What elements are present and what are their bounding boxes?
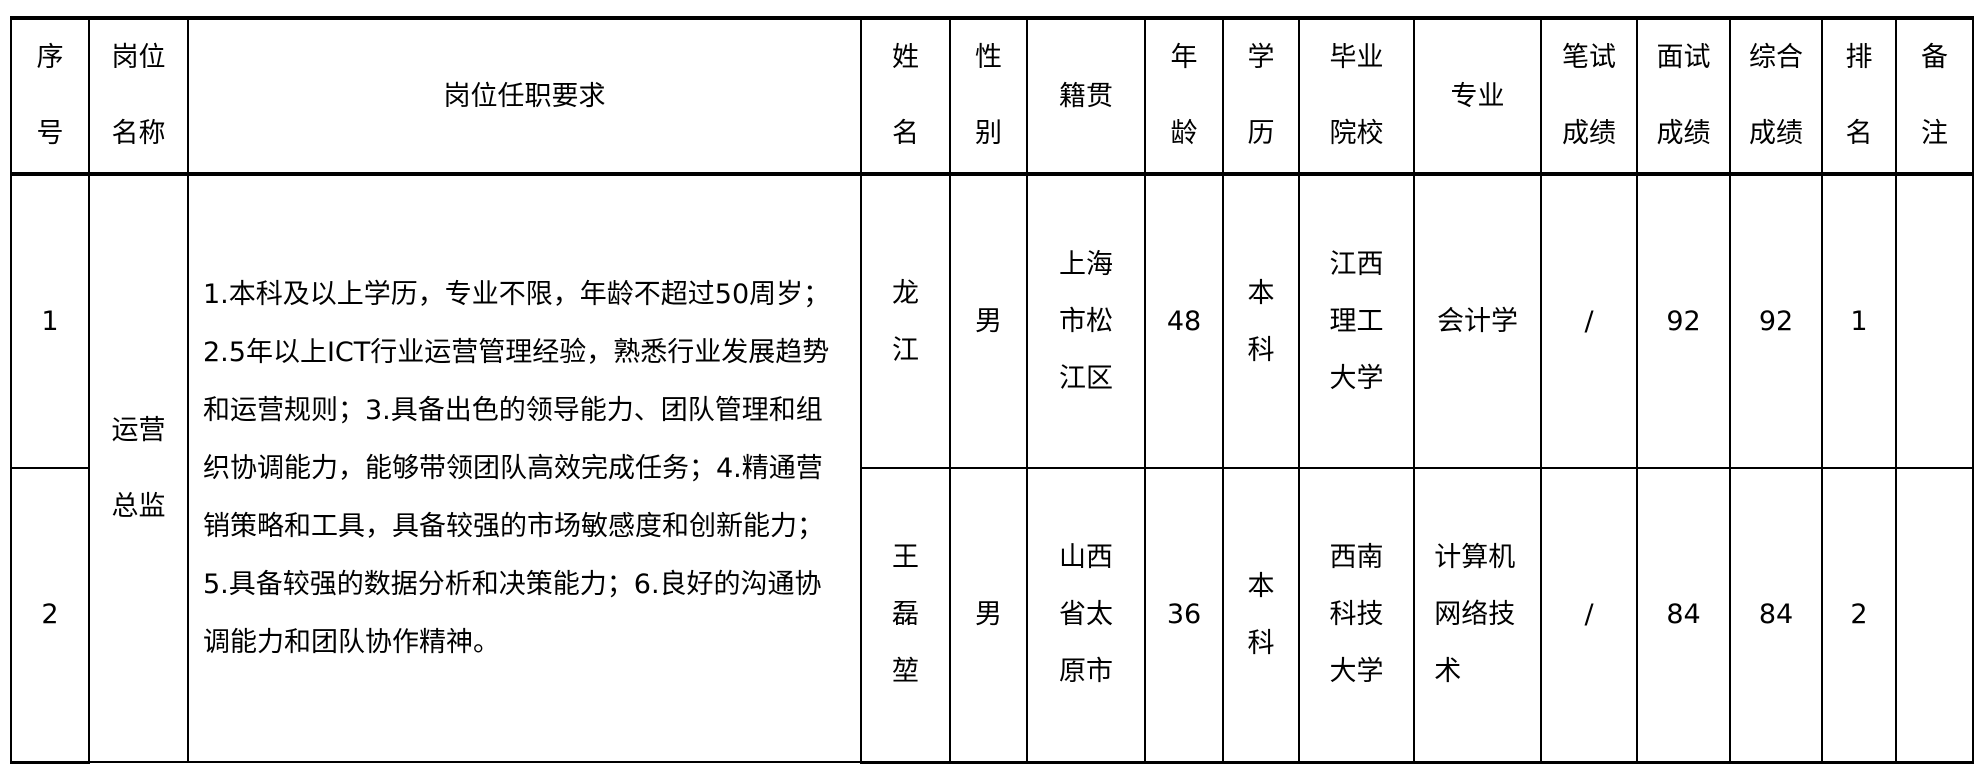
cell-total-score: 92 [1729, 173, 1823, 469]
cell-gender: 男 [949, 173, 1028, 469]
header-written-score: 笔试成绩 [1540, 16, 1638, 176]
header-origin: 籍贯 [1026, 16, 1146, 176]
cell-no: 1 [10, 173, 90, 469]
header-gender: 性别 [949, 16, 1028, 176]
cell-rank: 2 [1821, 467, 1897, 764]
cell-age: 48 [1144, 173, 1224, 469]
cell-interview-score: 84 [1636, 467, 1731, 764]
cell-origin: 山西省太原市 [1026, 467, 1146, 764]
candidate-table: 序号 岗位名称 岗位任职要求 姓名 性别 籍贯 年龄 学历 毕业院校 专业 笔试… [10, 16, 1974, 764]
cell-education: 本科 [1222, 173, 1300, 469]
cell-education: 本科 [1222, 467, 1300, 764]
cell-note [1895, 173, 1974, 469]
table-row: 2 王磊堃 男 山西省太原市 36 本科 西南科技大学 计算机网络技术 / 84… [10, 467, 1974, 764]
header-position: 岗位名称 [88, 16, 189, 176]
header-rank: 排名 [1821, 16, 1897, 176]
header-requirements: 岗位任职要求 [187, 16, 862, 176]
cell-requirements: 1.本科及以上学历，专业不限，年龄不超过50周岁；2.5年以上ICT行业运营管理… [187, 173, 862, 763]
header-education: 学历 [1222, 16, 1300, 176]
cell-gender: 男 [949, 467, 1028, 764]
header-no: 序号 [10, 16, 90, 176]
cell-position: 运营总监 [88, 173, 189, 763]
header-total-score: 综合成绩 [1729, 16, 1823, 176]
header-age: 年龄 [1144, 16, 1224, 176]
cell-name: 王磊堃 [860, 467, 951, 764]
header-name: 姓名 [860, 16, 951, 176]
cell-written-score: / [1540, 173, 1638, 469]
table-row: 1 运营总监 1.本科及以上学历，专业不限，年龄不超过50周岁；2.5年以上IC… [10, 173, 1974, 763]
cell-major: 计算机网络技术 [1413, 467, 1542, 764]
cell-written-score: / [1540, 467, 1638, 764]
cell-rank: 1 [1821, 173, 1897, 469]
cell-total-score: 84 [1729, 467, 1823, 764]
cell-school: 西南科技大学 [1298, 467, 1415, 764]
cell-age: 36 [1144, 467, 1224, 764]
header-row: 序号 岗位名称 岗位任职要求 姓名 性别 籍贯 年龄 学历 毕业院校 专业 笔试… [10, 16, 1974, 176]
cell-name: 龙江 [860, 173, 951, 469]
header-major: 专业 [1413, 16, 1542, 176]
header-note: 备注 [1895, 16, 1974, 176]
header-interview-score: 面试成绩 [1636, 16, 1731, 176]
header-school: 毕业院校 [1298, 16, 1415, 176]
cell-major: 会计学 [1413, 173, 1542, 469]
cell-no: 2 [10, 467, 90, 764]
cell-school: 江西理工大学 [1298, 173, 1415, 469]
cell-note [1895, 467, 1974, 764]
cell-interview-score: 92 [1636, 173, 1731, 469]
cell-origin: 上海市松江区 [1026, 173, 1146, 469]
